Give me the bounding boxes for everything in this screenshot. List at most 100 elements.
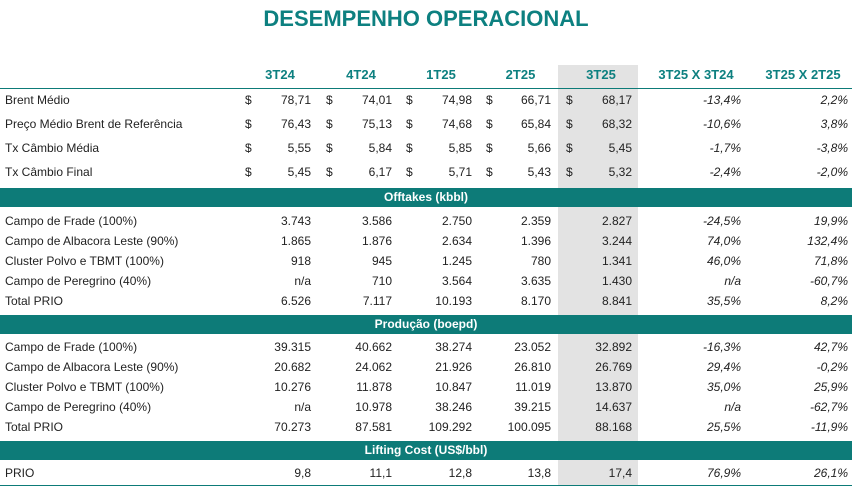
section-bar: Offtakes (kbbl) <box>0 188 852 207</box>
cell: 5,66 <box>527 141 551 155</box>
section-title: Produção (boepd) <box>374 317 478 331</box>
cell: 5,32 <box>608 165 632 179</box>
cell: 76,43 <box>280 117 311 131</box>
cell: 8.170 <box>520 294 551 308</box>
row-label: Brent Médio <box>5 93 70 107</box>
highlight-column <box>558 65 638 485</box>
cell: 35,5% <box>706 294 741 308</box>
cell: 20.682 <box>274 360 311 374</box>
cell: 38.274 <box>435 340 472 354</box>
cell: 1.865 <box>280 234 311 248</box>
cell: 17,4 <box>608 466 632 480</box>
cell: 1.430 <box>601 274 632 288</box>
bottom-rule <box>0 485 852 486</box>
cell: 7.117 <box>362 294 392 308</box>
cell: 42,7% <box>813 340 848 354</box>
currency: $ <box>406 165 413 179</box>
currency: $ <box>245 117 252 131</box>
cell: 2.827 <box>601 214 632 228</box>
cell: -0,2% <box>816 360 848 374</box>
cell: 109.292 <box>428 420 472 434</box>
cell: 74,68 <box>441 117 472 131</box>
cell: 14.637 <box>595 400 632 414</box>
cell: 74,98 <box>441 93 472 107</box>
section-bar: Produção (boepd) <box>0 315 852 334</box>
cell: 918 <box>290 254 311 268</box>
cell: n/a <box>724 400 741 414</box>
row-label: Campo de Peregrino (40%) <box>5 274 152 288</box>
row-label: Campo de Albacora Leste (90%) <box>5 360 179 374</box>
currency: $ <box>326 165 333 179</box>
row-label: Total PRIO <box>5 420 64 434</box>
cell: 3.586 <box>361 214 392 228</box>
row-label: Preço Médio Brent de Referência <box>5 117 183 131</box>
cell: 78,71 <box>280 93 311 107</box>
cell: 88.168 <box>595 420 632 434</box>
cell: 8.841 <box>601 294 632 308</box>
cell: -2,4% <box>709 165 741 179</box>
row-label: Cluster Polvo e TBMT (100%) <box>5 254 164 268</box>
currency: $ <box>326 141 333 155</box>
cell: 26,1% <box>813 466 848 480</box>
cell: 3.244 <box>601 234 632 248</box>
cell: 5,84 <box>368 141 392 155</box>
row-label: Tx Câmbio Final <box>5 165 93 179</box>
cell: 3.743 <box>280 214 311 228</box>
title: DESEMPENHO OPERACIONAL <box>263 6 589 31</box>
cell: 39.215 <box>514 400 551 414</box>
cell: 5,55 <box>287 141 311 155</box>
cell: 38.246 <box>435 400 472 414</box>
cell: 10.276 <box>274 380 311 394</box>
cell: n/a <box>294 400 311 414</box>
cell: 25,9% <box>813 380 848 394</box>
cell: 6.526 <box>280 294 311 308</box>
currency: $ <box>245 165 252 179</box>
cell: 9,8 <box>294 466 311 480</box>
cell: 40.662 <box>355 340 392 354</box>
currency: $ <box>566 93 573 107</box>
currency: $ <box>566 165 573 179</box>
cell: 1.396 <box>520 234 551 248</box>
cell: 10.978 <box>355 400 392 414</box>
section-title: Offtakes (kbbl) <box>383 190 468 204</box>
cell: 1.876 <box>361 234 392 248</box>
cell: 3.564 <box>441 274 472 288</box>
cell: 35,0% <box>706 380 741 394</box>
currency: $ <box>326 93 333 107</box>
cell: 945 <box>371 254 392 268</box>
cell: 19,9% <box>813 214 848 228</box>
cell: 1.341 <box>601 254 632 268</box>
cell: 1.245 <box>441 254 472 268</box>
cell: 11.878 <box>356 380 392 394</box>
cell: 68,32 <box>601 117 632 131</box>
column-header: 3T25 X 2T25 <box>765 67 841 82</box>
currency: $ <box>486 117 493 131</box>
currency: $ <box>245 141 252 155</box>
cell: 46,0% <box>706 254 741 268</box>
cell: 10.847 <box>435 380 472 394</box>
currency: $ <box>406 141 413 155</box>
cell: 87.581 <box>355 420 392 434</box>
row-label: Campo de Frade (100%) <box>5 340 138 354</box>
currency: $ <box>486 165 493 179</box>
currency: $ <box>566 117 573 131</box>
cell: 5,45 <box>287 165 311 179</box>
cell: 2.359 <box>520 214 551 228</box>
row-label: Cluster Polvo e TBMT (100%) <box>5 380 164 394</box>
currency: $ <box>486 93 493 107</box>
cell: 24.062 <box>355 360 392 374</box>
row-label: Tx Câmbio Média <box>5 141 100 155</box>
row-label: PRIO <box>5 466 35 480</box>
column-header: 3T25 <box>586 67 616 82</box>
section-bar: Lifting Cost (US$/bbl) <box>0 441 852 460</box>
cell: -62,7% <box>809 400 848 414</box>
row-label: Total PRIO <box>5 294 64 308</box>
cell: 26.769 <box>595 360 632 374</box>
cell: 6,17 <box>368 165 392 179</box>
cell: -13,4% <box>702 93 741 107</box>
cell: 76,9% <box>706 466 741 480</box>
cell: 13,8 <box>527 466 551 480</box>
cell: -60,7% <box>809 274 848 288</box>
cell: 2.634 <box>441 234 472 248</box>
cell: -1,7% <box>709 141 741 155</box>
